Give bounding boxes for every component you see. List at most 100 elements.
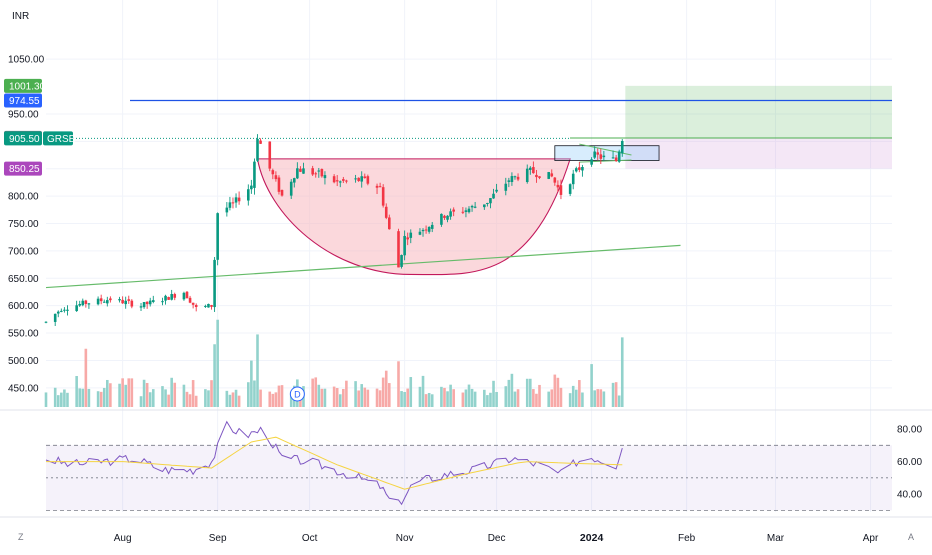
candle-body	[559, 185, 563, 195]
candle-body	[121, 299, 124, 304]
volume-bar	[148, 392, 152, 407]
candle-body	[614, 157, 618, 162]
candle-body	[532, 167, 535, 174]
volume-bar	[191, 380, 195, 407]
volume-bar	[430, 394, 434, 407]
volume-bar	[63, 389, 66, 407]
candle-body	[237, 197, 241, 202]
support-trendline	[45, 244, 681, 289]
volume-bar	[256, 334, 259, 407]
volume-bar	[470, 388, 474, 407]
candle-body	[148, 300, 152, 305]
volume-bar	[99, 391, 103, 407]
volume-bar	[556, 377, 560, 407]
volume-bar	[614, 382, 618, 407]
timezone-icon[interactable]: Z	[18, 532, 24, 542]
volume-bar	[342, 388, 345, 407]
candle-body	[259, 140, 262, 144]
volume-bar	[403, 391, 406, 407]
zones	[46, 85, 892, 169]
candle-body	[363, 176, 367, 179]
candle-body	[486, 202, 489, 204]
volume-bar	[170, 377, 173, 407]
volume-bar	[121, 378, 124, 407]
candle-body	[440, 213, 443, 225]
price-badge-label: 850.25	[9, 164, 40, 175]
volume-bar	[375, 388, 379, 407]
candle-body	[452, 209, 455, 212]
candle-body	[253, 161, 256, 188]
candle-body	[170, 294, 173, 300]
volume-bar	[574, 389, 578, 407]
price-tick-label: 600.00	[8, 301, 39, 312]
volume-bar	[467, 384, 471, 407]
volume-bar	[418, 386, 422, 407]
price-badge-bg	[4, 131, 42, 146]
candle-body	[424, 229, 428, 231]
volume-bar	[271, 393, 275, 407]
candle-body	[568, 184, 572, 194]
volume-bar	[461, 392, 465, 407]
candle-body	[357, 177, 360, 181]
volume-bar	[338, 394, 342, 407]
volume-bar	[231, 392, 235, 407]
volume-bar	[96, 391, 100, 407]
volume-bar	[397, 361, 400, 407]
volume-bar	[568, 393, 572, 407]
candle-body	[483, 204, 486, 208]
candle-body	[81, 300, 85, 306]
volume-bar	[280, 385, 284, 407]
candle-body	[151, 300, 155, 302]
volume-bar	[225, 390, 229, 407]
candle-body	[302, 168, 305, 174]
volume-bar	[525, 378, 529, 407]
volume-bar	[87, 388, 91, 407]
candle-body	[289, 181, 293, 196]
auto-scale-icon[interactable]: A	[908, 532, 914, 542]
volume-bar	[335, 388, 339, 407]
volume-bar	[381, 377, 385, 407]
candle-body	[299, 168, 302, 172]
candle-body	[182, 292, 186, 300]
candle-body	[449, 211, 452, 217]
price-tick-label: 800.00	[8, 192, 39, 203]
candle-body	[375, 185, 379, 188]
price-tick-label: 650.00	[8, 274, 39, 285]
volume-bar	[532, 389, 535, 407]
volume-bar	[495, 391, 498, 407]
candle-body	[161, 301, 164, 303]
candle-body	[620, 141, 624, 154]
volume-bar	[84, 348, 88, 407]
volume-bar	[210, 380, 213, 407]
candle-body	[292, 178, 296, 183]
candle-body	[535, 174, 538, 178]
volume-bar	[538, 384, 541, 407]
candle-body	[167, 297, 170, 300]
target-zone	[625, 85, 892, 139]
volume-bar	[250, 360, 253, 407]
volume-bar	[320, 388, 324, 407]
volume-bar	[492, 380, 495, 407]
candle-body	[366, 176, 370, 184]
candle-body	[274, 175, 278, 180]
candle-body	[397, 231, 400, 268]
volume-bar	[489, 392, 492, 407]
volume-bar	[590, 364, 593, 407]
candle-body	[247, 189, 250, 201]
grid	[0, 0, 932, 512]
time-tick-label: 2024	[580, 532, 604, 544]
cup-pattern	[256, 158, 571, 276]
candle-body	[60, 310, 63, 312]
volume-bar	[443, 387, 446, 407]
candle-body	[280, 189, 284, 196]
candle-body	[574, 168, 578, 172]
candle-body	[489, 198, 492, 204]
volume-bars	[44, 319, 624, 407]
volume-bar	[314, 377, 318, 407]
volume-bar	[602, 391, 606, 407]
candle-body	[191, 302, 195, 305]
